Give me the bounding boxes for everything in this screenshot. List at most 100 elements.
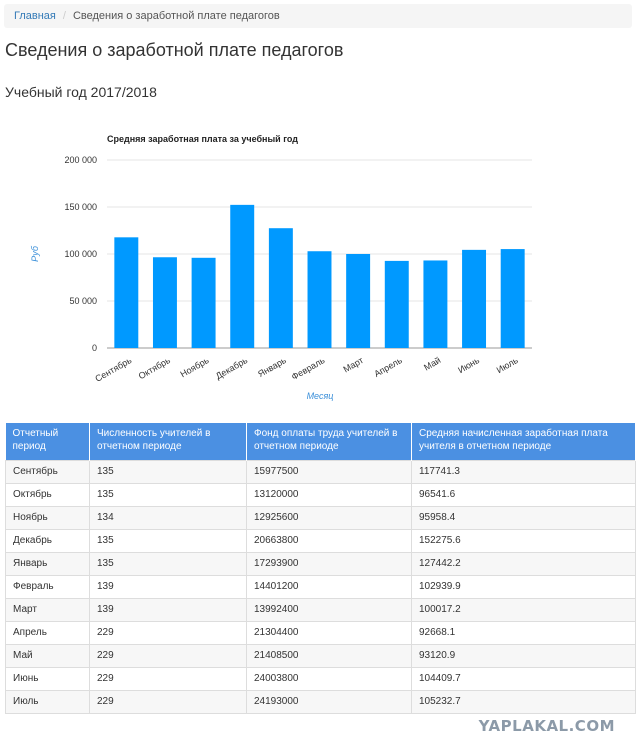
y-tick-label: 0 — [92, 343, 97, 353]
y-tick-label: 100 000 — [64, 249, 97, 259]
cell-payroll-fund: 21408500 — [246, 644, 412, 668]
header-period: Отчетный период — [5, 423, 90, 461]
x-tick-label: Февраль — [290, 355, 327, 382]
cell-teacher-count: 135 — [89, 552, 247, 576]
chart-bar[interactable] — [346, 253, 371, 348]
x-tick-label: Октябрь — [137, 355, 172, 381]
x-tick-label: Июль — [495, 355, 520, 375]
salary-bar-chart: Средняя заработная плата за учебный год … — [30, 134, 532, 401]
cell-period: Февраль — [5, 575, 90, 599]
table-row: Февраль 139 14401200 102939.9 — [5, 575, 636, 599]
cell-teacher-count: 135 — [89, 460, 247, 484]
cell-period: Январь — [5, 552, 90, 576]
table-row: Июнь 229 24003800 104409.7 — [5, 667, 636, 691]
cell-average-salary: 117741.3 — [411, 460, 636, 484]
cell-payroll-fund: 14401200 — [246, 575, 412, 599]
cell-teacher-count: 139 — [89, 598, 247, 622]
page-title: Сведения о заработной плате педагогов — [5, 40, 344, 60]
cell-average-salary: 104409.7 — [411, 667, 636, 691]
x-tick-label: Декабрь — [214, 355, 250, 381]
cell-payroll-fund: 13992400 — [246, 598, 412, 622]
x-tick-label: Апрель — [372, 355, 404, 379]
cell-teacher-count: 135 — [89, 529, 247, 553]
cell-period: Апрель — [5, 621, 90, 645]
cell-average-salary: 102939.9 — [411, 575, 636, 599]
cell-average-salary: 93120.9 — [411, 644, 636, 668]
x-tick-label: Май — [422, 355, 442, 372]
cell-payroll-fund: 13120000 — [246, 483, 412, 507]
header-average-salary: Средняя начисленная заработная плата учи… — [411, 423, 636, 461]
breadcrumb-current: Сведения о заработной плате педагогов — [72, 10, 280, 22]
cell-teacher-count: 229 — [89, 644, 247, 668]
cell-payroll-fund: 24003800 — [246, 667, 412, 691]
cell-period: Июнь — [5, 667, 90, 691]
salary-table-container: Отчетный период Численность учителей в о… — [5, 423, 636, 714]
cell-teacher-count: 134 — [89, 506, 247, 530]
x-tick-label: Ноябрь — [179, 355, 211, 379]
chart-bar[interactable] — [462, 249, 487, 348]
table-row: Декабрь 135 20663800 152275.6 — [5, 529, 636, 553]
cell-period: Ноябрь — [5, 506, 90, 530]
table-row: Ноябрь 134 12925600 95958.4 — [5, 506, 636, 530]
chart-bar[interactable] — [152, 257, 177, 348]
cell-average-salary: 152275.6 — [411, 529, 636, 553]
cell-teacher-count: 139 — [89, 575, 247, 599]
table-row: Сентябрь 135 15977500 117741.3 — [5, 460, 636, 484]
chart-y-ticks: 0 50 000 100 000 150 000 200 000 — [64, 155, 97, 353]
cell-teacher-count: 229 — [89, 621, 247, 645]
breadcrumb: Главная / Сведения о заработной плате педа… — [4, 4, 632, 28]
table-row: Октябрь 135 13120000 96541.6 — [5, 483, 636, 507]
cell-period: Март — [5, 598, 90, 622]
salary-table: Отчетный период Численность учителей в о… — [5, 423, 636, 714]
chart-bars — [114, 204, 525, 348]
header-teacher-count: Численность учителей в отчетном периоде — [89, 423, 247, 461]
cell-teacher-count: 135 — [89, 483, 247, 507]
table-row: Январь 135 17293900 127442.2 — [5, 552, 636, 576]
academic-year-label: Учебный год 2017/2018 — [5, 84, 157, 100]
cell-period: Май — [5, 644, 90, 668]
table-header-row: Отчетный период Численность учителей в о… — [5, 423, 636, 461]
cell-average-salary: 92668.1 — [411, 621, 636, 645]
chart-bar[interactable] — [191, 257, 216, 348]
cell-payroll-fund: 21304400 — [246, 621, 412, 645]
cell-average-salary: 95958.4 — [411, 506, 636, 530]
cell-average-salary: 100017.2 — [411, 598, 636, 622]
table-row: Март 139 13992400 100017.2 — [5, 598, 636, 622]
y-tick-label: 50 000 — [69, 296, 97, 306]
breadcrumb-home-link[interactable]: Главная — [14, 10, 56, 22]
cell-payroll-fund: 24193000 — [246, 690, 412, 714]
x-tick-label: Июнь — [456, 355, 481, 375]
chart-bar[interactable] — [423, 260, 448, 348]
table-row: Апрель 229 21304400 92668.1 — [5, 621, 636, 645]
cell-teacher-count: 229 — [89, 690, 247, 714]
chart-bar[interactable] — [114, 237, 139, 348]
cell-average-salary: 96541.6 — [411, 483, 636, 507]
y-tick-label: 200 000 — [64, 155, 97, 165]
cell-period: Декабрь — [5, 529, 90, 553]
cell-teacher-count: 229 — [89, 667, 247, 691]
cell-payroll-fund: 15977500 — [246, 460, 412, 484]
cell-period: Сентябрь — [5, 460, 90, 484]
cell-payroll-fund: 17293900 — [246, 552, 412, 576]
chart-bar[interactable] — [268, 228, 293, 348]
header-payroll-fund: Фонд оплаты труда учителей в отчетном пе… — [246, 423, 412, 461]
cell-period: Июль — [5, 690, 90, 714]
breadcrumb-separator: / — [62, 10, 66, 22]
chart-bar[interactable] — [230, 204, 255, 348]
watermark-logo: YAPLAKAL.COM — [478, 717, 615, 735]
cell-period: Октябрь — [5, 483, 90, 507]
x-tick-label: Сентябрь — [93, 355, 133, 384]
cell-average-salary: 105232.7 — [411, 690, 636, 714]
chart-bar[interactable] — [500, 249, 525, 348]
chart-title: Средняя заработная плата за учебный год — [107, 134, 298, 144]
x-tick-label: Март — [341, 355, 365, 374]
chart-bar[interactable] — [307, 251, 332, 348]
chart-x-ticks: Сентябрь Октябрь Ноябрь Декабрь Январь Феврал… — [93, 355, 520, 384]
table-body: Сентябрь 135 15977500 117741.3 Октябрь 135 131… — [5, 460, 636, 714]
cell-payroll-fund: 20663800 — [246, 529, 412, 553]
table-row: Май 229 21408500 93120.9 — [5, 644, 636, 668]
chart-bar[interactable] — [384, 260, 409, 348]
x-axis-label: Месяц — [307, 391, 334, 401]
y-axis-label: Руб — [30, 245, 40, 262]
cell-average-salary: 127442.2 — [411, 552, 636, 576]
